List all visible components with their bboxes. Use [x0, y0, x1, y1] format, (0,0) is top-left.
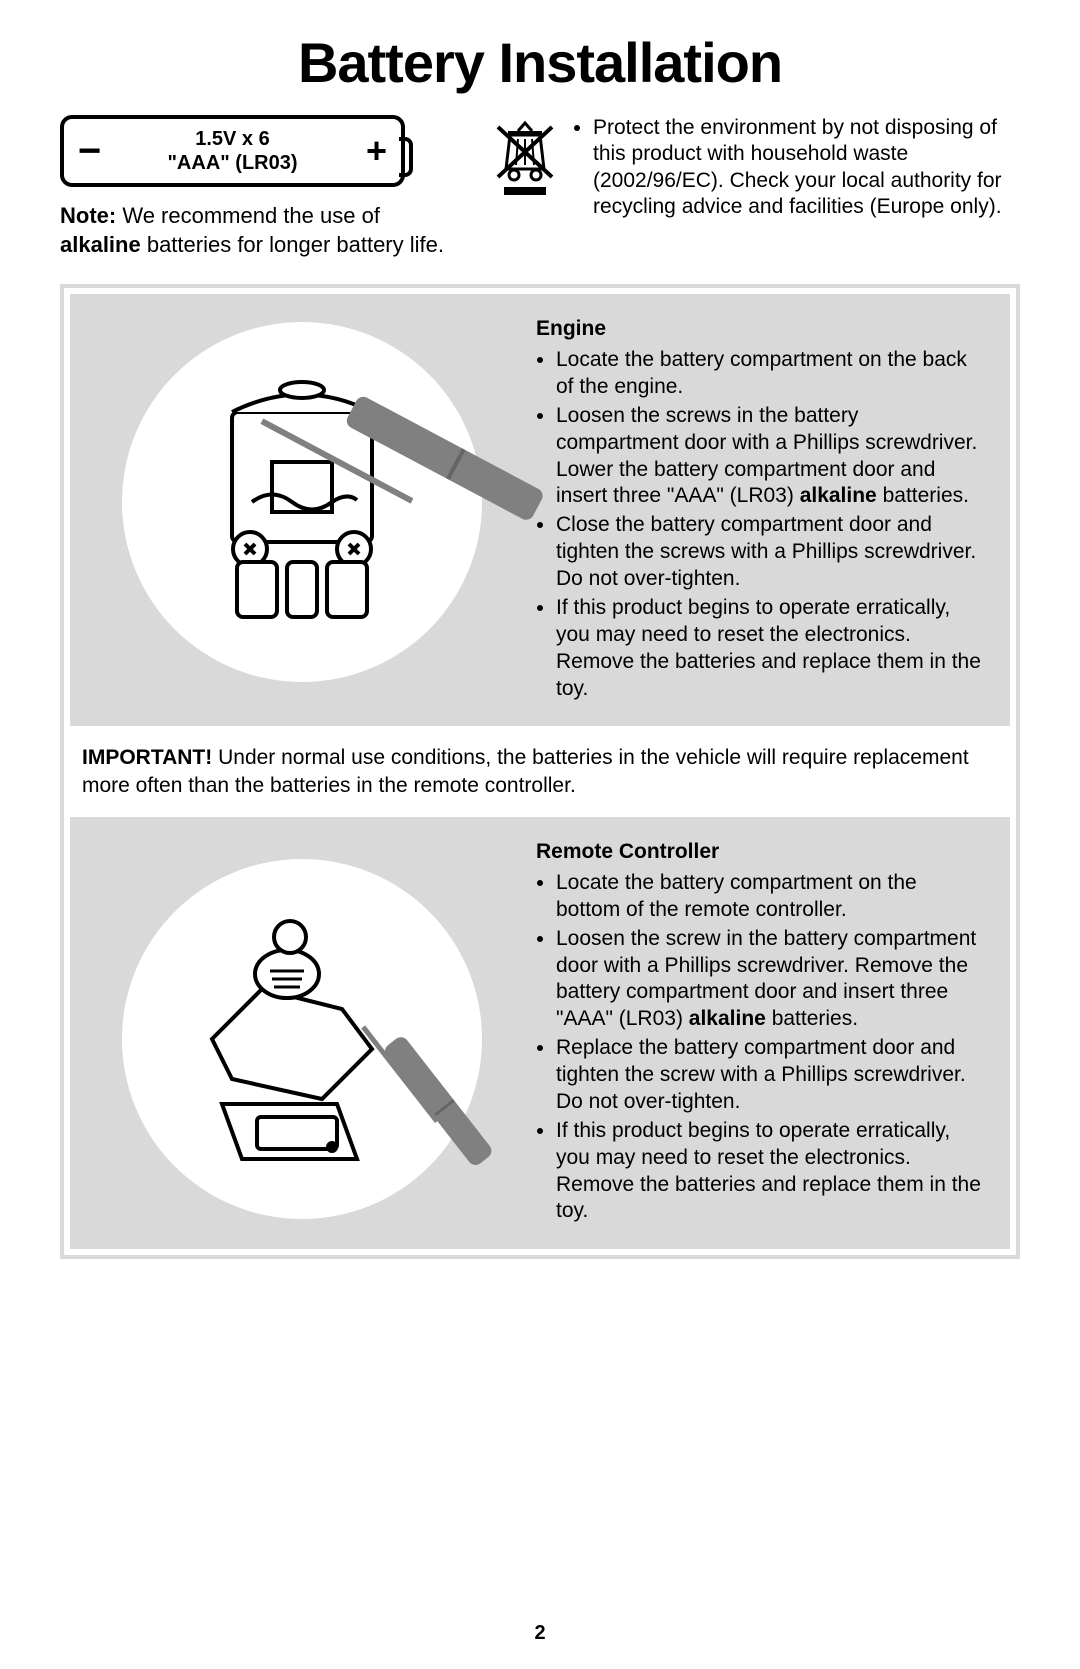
important-text: Under normal use conditions, the batteri…	[82, 746, 969, 796]
engine-heading: Engine	[536, 316, 984, 343]
page-number: 2	[0, 1622, 1080, 1645]
instruction-frame: Engine Locate the battery compartment on…	[60, 284, 1020, 1259]
environment-text: Protect the environment by not disposing…	[575, 115, 1020, 220]
remote-heading: Remote Controller	[536, 839, 984, 866]
environment-block: Protect the environment by not disposing…	[490, 115, 1020, 259]
battery-spec-text: 1.5V x 6 "AAA" (LR03)	[167, 127, 297, 175]
engine-drawing-icon	[122, 322, 482, 682]
remote-instructions: Remote Controller Locate the battery com…	[536, 839, 984, 1227]
weee-icon	[490, 115, 560, 204]
engine-step: Loosen the screws in the battery compart…	[556, 403, 984, 511]
remote-step: Replace the battery compartment door and…	[556, 1035, 984, 1116]
note-bold: alkaline	[60, 232, 141, 257]
note-text: Note: We recommend the use of alkaline b…	[60, 202, 450, 259]
remote-step: Locate the battery compartment on the bo…	[556, 870, 984, 924]
remote-step: Loosen the screw in the battery compartm…	[556, 926, 984, 1034]
note-after: batteries for longer battery life.	[141, 232, 444, 257]
remote-drawing-icon	[122, 859, 482, 1219]
battery-spec-block: − 1.5V x 6 "AAA" (LR03) + Note: We recom…	[60, 115, 450, 259]
battery-line1: 1.5V x 6	[167, 127, 297, 151]
engine-illustration	[92, 316, 512, 704]
important-note: IMPORTANT! Under normal use conditions, …	[70, 726, 1010, 817]
engine-instructions: Engine Locate the battery compartment on…	[536, 316, 984, 704]
page-title: Battery Installation	[60, 30, 1020, 95]
engine-step: Locate the battery compartment on the ba…	[556, 347, 984, 401]
battery-icon: − 1.5V x 6 "AAA" (LR03) +	[60, 115, 405, 187]
battery-line2: "AAA" (LR03)	[167, 151, 297, 175]
remote-illustration	[92, 839, 512, 1227]
engine-step: If this product begins to operate errati…	[556, 595, 984, 703]
environment-bullet: Protect the environment by not disposing…	[593, 115, 1020, 220]
remote-step: If this product begins to operate errati…	[556, 1118, 984, 1226]
note-before: We recommend the use of	[116, 203, 380, 228]
minus-icon: −	[78, 129, 101, 174]
important-label: IMPORTANT!	[82, 746, 212, 769]
engine-panel: Engine Locate the battery compartment on…	[70, 294, 1010, 726]
remote-panel: Remote Controller Locate the battery com…	[70, 817, 1010, 1249]
plus-icon: +	[366, 130, 387, 172]
note-label: Note:	[60, 203, 116, 228]
remote-list: Locate the battery compartment on the bo…	[536, 870, 984, 1225]
engine-step: Close the battery compartment door and t…	[556, 512, 984, 593]
top-row: − 1.5V x 6 "AAA" (LR03) + Note: We recom…	[60, 115, 1020, 259]
engine-list: Locate the battery compartment on the ba…	[536, 347, 984, 702]
